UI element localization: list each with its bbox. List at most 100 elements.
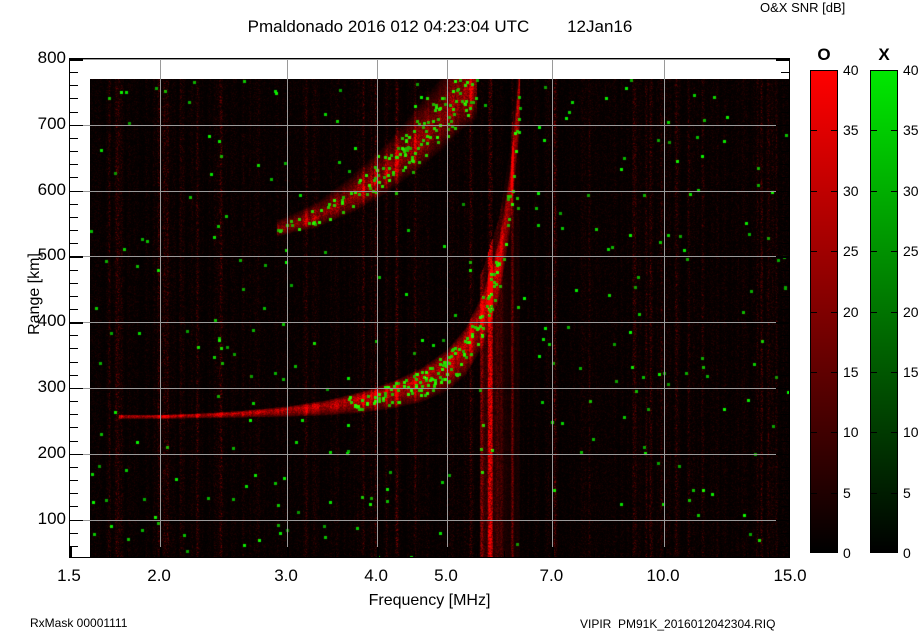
x-tick-label: 2.0: [147, 566, 171, 585]
colorbar-tick-label: 5: [843, 484, 851, 501]
y-tick-minor-right: [781, 72, 789, 74]
colorbar-tick: [870, 130, 877, 132]
y-tick-label: 600: [37, 179, 66, 199]
y-tick-minor-right: [781, 401, 789, 403]
y-tick-minor: [70, 111, 78, 113]
x-tick-major: [287, 547, 289, 557]
colorbar-tick-label: 30: [843, 182, 859, 199]
y-tick-minor-right: [781, 506, 789, 508]
colorbar-tick: [831, 251, 838, 253]
x-tick-major: [446, 547, 449, 557]
y-axis-title: Range [km]: [26, 253, 43, 335]
colorbar-tick: [870, 371, 877, 373]
y-tick-minor-right: [781, 269, 789, 271]
y-tick-minor: [70, 506, 78, 508]
y-tick-minor: [70, 493, 78, 495]
gridline-vertical: [160, 59, 162, 557]
x-tick-major: [70, 547, 72, 557]
y-tick-minor: [70, 230, 78, 232]
y-tick-minor-right: [781, 466, 789, 468]
y-tick-major-right: [776, 124, 789, 127]
x-tick-minor: [109, 551, 111, 557]
y-tick-minor: [70, 440, 78, 442]
gridline-horizontal: [70, 519, 789, 521]
y-tick-minor: [70, 532, 78, 534]
y-tick-minor-right: [781, 480, 789, 482]
x-tick-label: 4.0: [364, 566, 388, 585]
source-file-label: VIPIR PM91K_2016012042304.RIQ: [580, 617, 776, 631]
y-tick-minor: [70, 374, 78, 376]
colorbar-tick: [870, 251, 877, 253]
y-tick-major-right: [776, 387, 789, 390]
y-tick-minor-right: [781, 493, 789, 495]
y-tick-minor: [70, 309, 78, 310]
y-tick-major-right: [776, 190, 789, 193]
y-tick-major: [70, 256, 83, 258]
x-tick-minor: [529, 551, 531, 557]
y-tick-major-right: [776, 256, 789, 258]
y-tick-minor: [70, 72, 78, 74]
colorbar-tick: [810, 371, 817, 373]
colorbar-tick: [810, 311, 817, 313]
y-tick-major: [70, 59, 83, 61]
colorbar-tick: [870, 190, 877, 192]
colorbar-tick: [831, 190, 838, 192]
colorbar-tick-label: 15: [903, 363, 919, 380]
y-tick-minor: [70, 216, 78, 218]
y-tick-minor-right: [781, 545, 789, 547]
y-tick-minor-right: [781, 427, 789, 429]
y-tick-minor: [70, 401, 78, 403]
y-tick-minor-right: [781, 243, 789, 245]
y-tick-minor-right: [781, 348, 789, 350]
y-tick-label: 700: [37, 113, 66, 133]
colorbar-tick-label: 5: [903, 484, 911, 501]
y-tick-minor-right: [781, 203, 789, 205]
x-tick-major: [160, 547, 162, 557]
colorbar-tick-label: 40: [843, 62, 859, 78]
x-tick-label: 15.0: [773, 566, 807, 585]
page-title: Pmaldonado 2016 012 04:23:04 UTC 12Jan16: [247, 17, 633, 36]
y-tick-major-right: [776, 322, 789, 324]
y-tick-major-right: [776, 519, 789, 522]
x-tick-minor: [721, 551, 723, 557]
y-tick-minor-right: [781, 177, 789, 179]
y-tick-minor: [70, 85, 78, 87]
x-tick-label: 3.0: [274, 566, 298, 585]
colorbar-header-label: O&X SNR [dB]: [760, 0, 846, 15]
y-tick-minor: [70, 137, 78, 139]
y-tick-minor: [70, 414, 78, 416]
y-tick-label: 100: [37, 508, 66, 528]
x-tick-label: 5.0: [434, 566, 458, 585]
y-tick-minor-right: [781, 164, 789, 166]
y-tick-minor: [70, 164, 78, 166]
x-tick-minor: [90, 551, 92, 557]
colorbar-tick: [891, 371, 898, 373]
x-tick-minor: [476, 551, 478, 557]
y-tick-minor-right: [781, 137, 789, 139]
colorbar-tick-label: 10: [843, 424, 859, 441]
colorbar-tick: [831, 130, 838, 132]
colorbar-tick-label: 0: [843, 545, 851, 561]
y-tick-major: [70, 322, 83, 324]
gridline-vertical: [377, 59, 379, 557]
gridline-horizontal: [70, 256, 789, 258]
colorbar-tick: [891, 251, 898, 253]
y-tick-major: [70, 124, 83, 127]
y-tick-minor-right: [781, 151, 789, 153]
colorbar-tick: [870, 311, 877, 313]
colorbar-tick: [810, 130, 817, 132]
y-tick-minor-right: [781, 230, 789, 232]
y-tick-major: [70, 453, 83, 456]
y-tick-minor-right: [781, 361, 789, 363]
colorbar-tick-label: 35: [903, 122, 919, 139]
ionogram-heatmap-canvas[interactable]: [90, 79, 789, 557]
ionogram-plot-area[interactable]: [69, 58, 790, 558]
x-tick-major: [664, 547, 666, 557]
y-tick-minor: [70, 466, 78, 468]
colorbar-title-x: X: [878, 45, 890, 64]
gridline-horizontal: [70, 59, 789, 60]
x-tick-label: 10.0: [646, 566, 680, 585]
y-tick-minor-right: [781, 374, 789, 376]
colorbar-tick: [810, 432, 817, 434]
x-axis-tick-labels: 1.5 2.0 3.0 4.0 5.0 7.0 10.0 15.0: [57, 566, 806, 592]
